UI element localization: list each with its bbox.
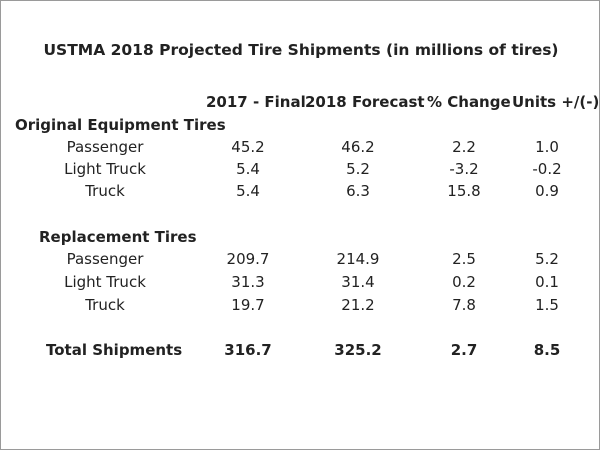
row-label: Passenger	[66, 138, 144, 156]
table-cell: 0.9	[535, 182, 559, 200]
total-cell: 2.7	[450, 341, 478, 359]
column-header-units-change: Units +/(-)	[512, 93, 600, 111]
table-cell: 1.5	[535, 296, 559, 314]
total-cell: 8.5	[533, 341, 561, 359]
total-cell: 316.7	[224, 341, 272, 359]
table-cell: -3.2	[449, 160, 479, 178]
row-label: Passenger	[66, 250, 144, 268]
table-cell: 5.2	[535, 250, 559, 268]
table-cell: 45.2	[231, 138, 265, 156]
table-cell: 19.7	[231, 296, 265, 314]
table-cell: -0.2	[532, 160, 562, 178]
row-label: Truck	[85, 182, 125, 200]
row-label: Truck	[85, 296, 125, 314]
column-header-percent-change: % Change	[427, 93, 511, 111]
table-cell: 209.7	[226, 250, 270, 268]
table-cell: 2.5	[452, 250, 476, 268]
column-header-2018-forecast: 2018 Forecast	[305, 93, 425, 111]
table-cell: 0.2	[452, 273, 476, 291]
table-cell: 0.1	[535, 273, 559, 291]
column-header-2017-final: 2017 - Final	[206, 93, 306, 111]
table-cell: 1.0	[535, 138, 559, 156]
table-title: USTMA 2018 Projected Tire Shipments (in …	[43, 41, 559, 59]
table-cell: 46.2	[341, 138, 375, 156]
total-label: Total Shipments	[46, 341, 183, 359]
section-heading-replacement: Replacement Tires	[39, 228, 197, 246]
table-cell: 7.8	[452, 296, 476, 314]
table-cell: 6.3	[346, 182, 370, 200]
table-cell: 31.4	[341, 273, 375, 291]
table-cell: 5.4	[236, 160, 260, 178]
total-cell: 325.2	[334, 341, 382, 359]
section-heading-original-equipment: Original Equipment Tires	[15, 116, 226, 134]
table-cell: 214.9	[336, 250, 380, 268]
table-cell: 15.8	[447, 182, 481, 200]
row-label: Light Truck	[64, 160, 146, 178]
table-cell: 5.2	[346, 160, 370, 178]
table-cell: 5.4	[236, 182, 260, 200]
table-cell: 2.2	[452, 138, 476, 156]
table-cell: 21.2	[341, 296, 375, 314]
table-cell: 31.3	[231, 273, 265, 291]
row-label: Light Truck	[64, 273, 146, 291]
